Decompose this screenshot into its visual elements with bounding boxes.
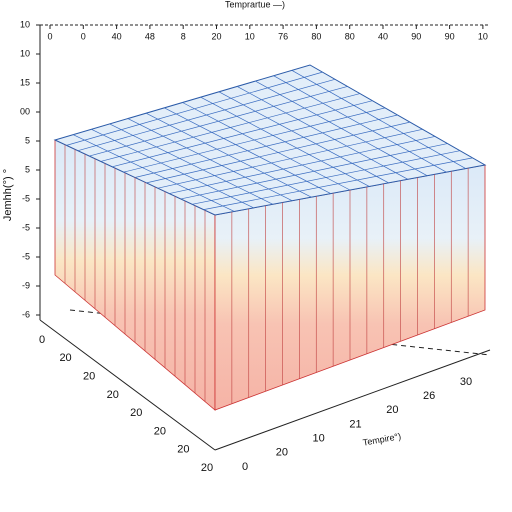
top-tick-label: 90 (445, 31, 455, 41)
left-tick-label: 15 (20, 77, 30, 87)
front-left-axis (39, 319, 216, 451)
left-tick-label: -5 (22, 251, 30, 261)
top-tick-label: 48 (145, 31, 155, 41)
top-grid (218, 91, 389, 184)
top-grid (236, 86, 409, 180)
front-left-tick-label: 20 (177, 444, 189, 456)
top-grid (134, 114, 398, 178)
top-grid (180, 143, 448, 200)
top-tick-label: 0 (81, 31, 86, 41)
front-left-tick-label: 20 (107, 389, 119, 401)
front-right-tick-label: 21 (349, 418, 361, 430)
volume-block (53, 64, 487, 411)
top-grid (203, 157, 473, 210)
top-grid (200, 96, 370, 187)
top-tick-label: 10 (478, 31, 488, 41)
top-grid (169, 136, 436, 194)
chart-title: Temprartue —) (225, 0, 285, 9)
left-tick-label: -9 (22, 280, 30, 290)
left-tick-label: 10 (20, 48, 30, 58)
top-grid (273, 75, 447, 173)
top-tick-label: 76 (278, 31, 288, 41)
top-tick-label: 20 (211, 31, 221, 41)
top-grid (291, 70, 466, 169)
top-tick-label: 8 (181, 31, 186, 41)
top-tick-label: 80 (311, 31, 321, 41)
front-left-tick-label: 20 (201, 462, 213, 474)
front-right-axis (214, 349, 491, 451)
top-tick-label: 40 (378, 31, 388, 41)
left-tick-label: -5 (22, 193, 30, 203)
front-right-tick-label: 20 (276, 447, 288, 459)
front-right-tick-label: 10 (313, 433, 325, 445)
left-tick-label: 5 (25, 164, 30, 174)
left-tick-label: 10 (20, 19, 30, 29)
top-grid (255, 80, 428, 177)
front-right-tick-label: 26 (423, 390, 435, 402)
top-tick-label: 40 (112, 31, 122, 41)
left-tick-label: 5 (25, 135, 30, 145)
front-left-tick-label: 20 (59, 352, 71, 364)
left-tick-label: -6 (22, 309, 30, 319)
left-tick-label: -5 (22, 222, 30, 232)
y-axis-label: Jemhh(°) ° (2, 169, 14, 221)
left-tick-label: 00 (20, 106, 30, 116)
top-grid (146, 121, 411, 184)
front-right-tick-label: 30 (460, 376, 472, 388)
top-grid (157, 128, 423, 189)
x-axis-label: Tempire°) (362, 431, 402, 448)
top-grid (192, 150, 461, 205)
front-left-tick-label: 20 (83, 370, 95, 382)
front-right-tick-label: 20 (386, 404, 398, 416)
front-left-tick-label: 0 (39, 334, 45, 346)
front-right-tick-label: 0 (242, 461, 248, 473)
front-left-tick-label: 20 (154, 425, 166, 437)
top-tick-label: 0 (47, 31, 52, 41)
top-tick-label: 90 (411, 31, 421, 41)
top-tick-label: 10 (245, 31, 255, 41)
front-left-tick-label: 20 (130, 407, 142, 419)
top-tick-label: 80 (345, 31, 355, 41)
